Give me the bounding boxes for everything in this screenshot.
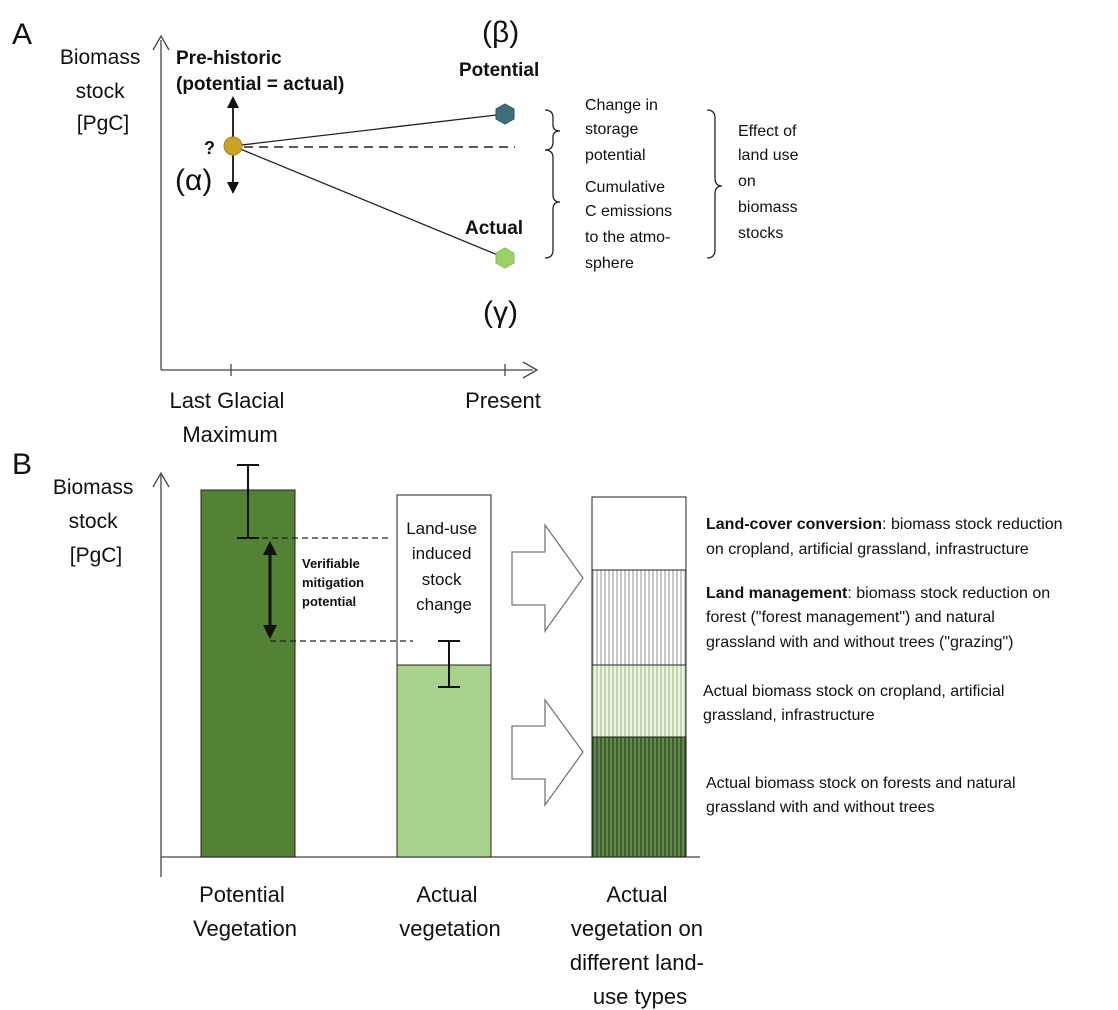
land-management-segment: [591, 569, 687, 666]
legend-cropland-stock: Actual biomass stock on cropland, artifi…: [703, 683, 1009, 724]
category-land-use-types: Actual vegetation on different land- use…: [570, 882, 710, 1009]
forest-grassland-stock-segment: [591, 736, 687, 858]
actual-point: [495, 247, 515, 269]
land-cover-conversion-segment: [591, 496, 687, 571]
potential-vegetation-bar: [200, 489, 296, 858]
brace-storage: [544, 109, 561, 151]
category-actual-vegetation: Actual vegetation: [399, 882, 501, 941]
category-potential-vegetation: Potential Vegetation: [193, 882, 297, 941]
land-use-induced-label: Land-use induced stock change: [406, 519, 482, 614]
panel-a-letter: A: [12, 18, 32, 51]
land-use-induced-segment: [396, 494, 492, 666]
brace-emissions: [544, 149, 561, 259]
alpha-point: [223, 136, 243, 156]
prehistoric-label: Pre-historic (potential = actual): [176, 48, 344, 95]
panel-a-axes: [152, 34, 539, 379]
gamma-label: (γ): [483, 296, 518, 329]
potential-error-bar: [237, 464, 259, 539]
potential-trajectory-line: [232, 113, 506, 147]
beta-label: (β): [482, 16, 519, 49]
actual-vegetation-bar: [396, 664, 492, 858]
panel-b-ylabel: Biomass stock [PgC]: [53, 476, 139, 567]
cropland-stock-segment: [591, 664, 687, 738]
panel-a-ylabel: Biomass stock [PgC]: [60, 46, 146, 135]
change-storage-text: Change in storage potential: [585, 97, 662, 164]
panel-b-letter: B: [12, 448, 32, 481]
question-mark: ?: [204, 138, 215, 158]
potential-point: [495, 103, 515, 125]
block-arrow-lower: [511, 698, 584, 808]
legend-land-management: Land management: biomass stock reduction…: [706, 585, 1055, 651]
effect-land-use-text: Effect of land use on biomass stocks: [738, 123, 803, 242]
actual-error-bar: [438, 640, 460, 688]
actual-trajectory-line: [232, 145, 506, 259]
brace-effect: [706, 109, 723, 259]
legend-land-cover-conversion: Land-cover conversion: biomass stock red…: [706, 516, 1067, 558]
potential-label: Potential: [459, 60, 539, 81]
block-arrow-upper: [511, 522, 584, 634]
xtick-present: Present: [465, 388, 541, 413]
cumulative-emissions-text: Cumulative C emissions to the atmo- sphe…: [585, 179, 677, 272]
alpha-label: (α): [175, 164, 212, 197]
legend-forest-stock: Actual biomass stock on forests and natu…: [706, 775, 1020, 816]
actual-label: Actual: [465, 218, 523, 239]
verifiable-mitigation-label: Verifiable mitigation potential: [302, 556, 368, 609]
mitigation-arrow: [263, 541, 277, 639]
xtick-last-glacial: Last Glacial Maximum: [169, 388, 290, 447]
